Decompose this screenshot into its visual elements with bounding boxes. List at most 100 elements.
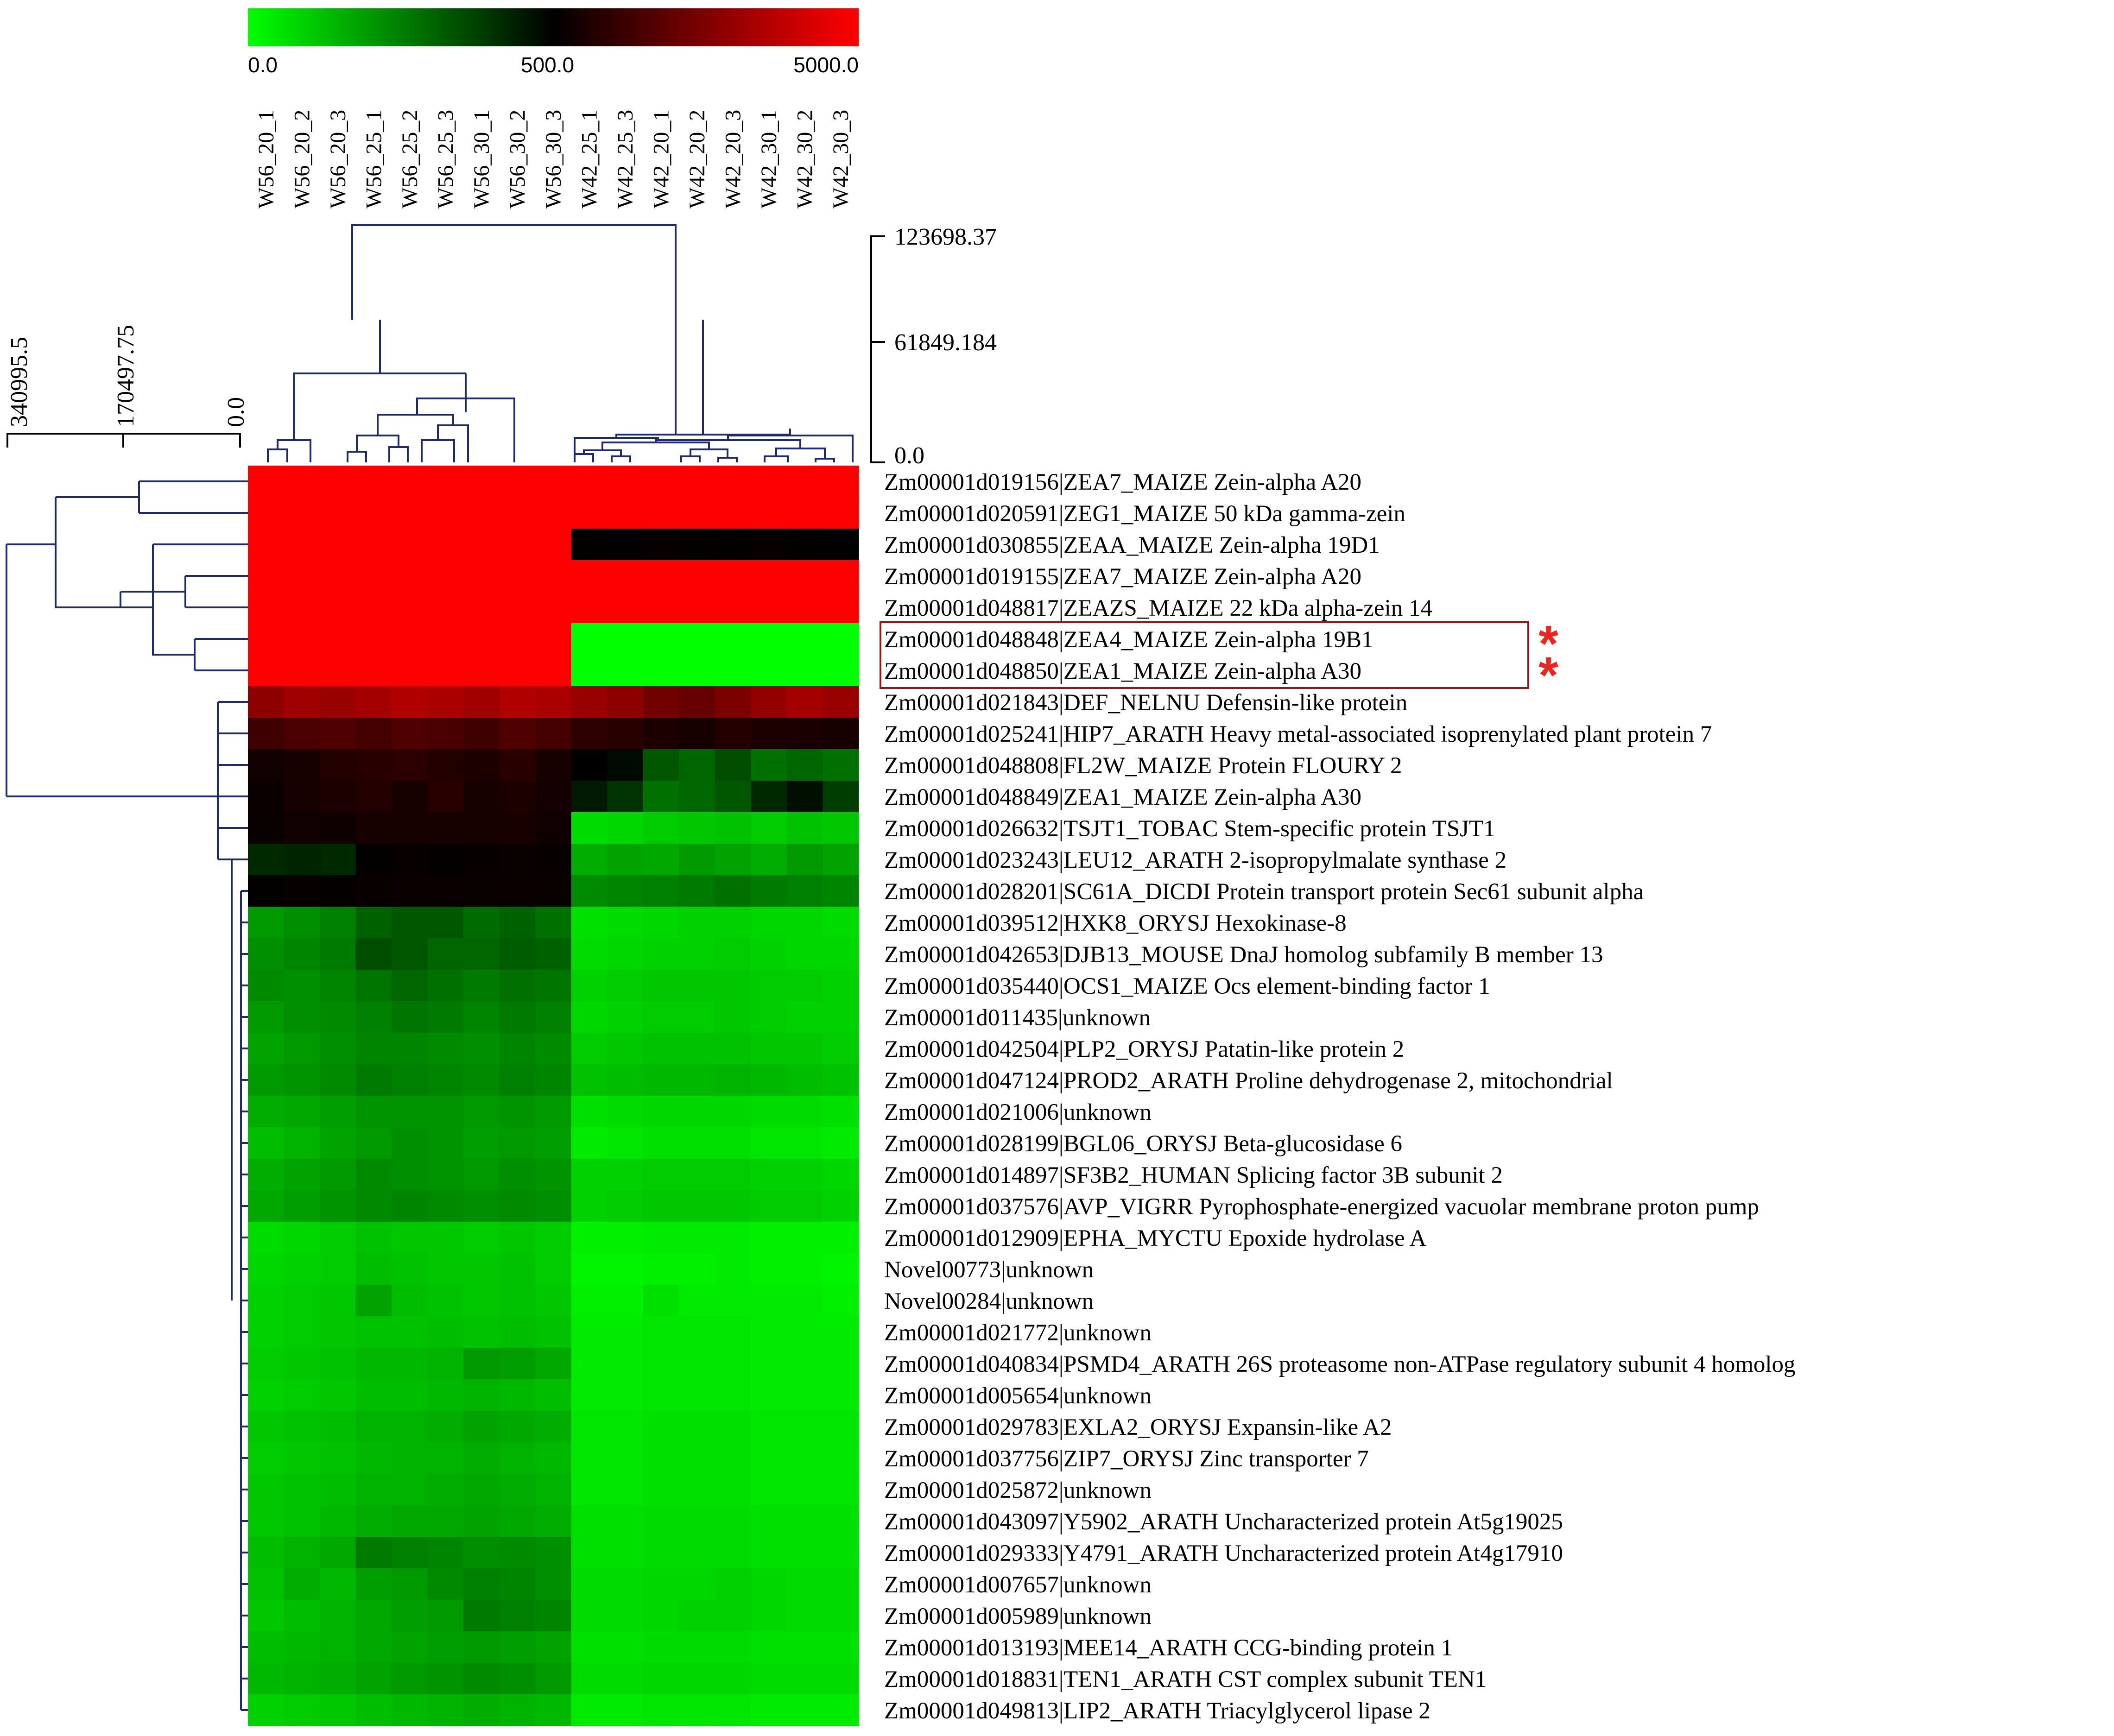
row-label: Zm00001d042653|DJB13_MOUSE DnaJ homolog … [884,942,1603,968]
heatmap-cell [571,875,608,907]
heatmap-cell [284,875,320,907]
heatmap-cell [355,655,392,687]
heatmap-cell [607,1033,644,1065]
heatmap-cell [499,1222,536,1254]
heatmap-cell [535,907,572,939]
heatmap-cell [751,655,787,687]
heatmap-cell [535,1442,572,1474]
heatmap-cell [248,907,285,939]
heatmap-cell [355,1222,392,1254]
heatmap-cell [715,686,752,718]
row-label: Zm00001d028201|SC61A_DICDI Protein trans… [884,879,1644,905]
heatmap-cell [535,1537,572,1569]
heatmap-cell [751,1442,787,1474]
heatmap-cell [284,1568,320,1600]
heatmap-cell [607,1285,644,1317]
heatmap-cell [499,655,536,687]
heatmap-cell [320,1379,356,1411]
heatmap-cell [607,592,644,624]
heatmap-cell [463,592,500,624]
heatmap-cell [786,1222,823,1254]
row-label: Zm00001d021772|unknown [884,1320,1152,1346]
heatmap-cell [499,781,536,813]
heatmap-cell [571,1285,608,1317]
heatmap-cell [355,844,392,876]
heatmap-cell [463,686,500,718]
heatmap-cell [320,1064,356,1096]
heatmap-cell [643,812,679,844]
heatmap-cell [427,1663,464,1695]
heatmap-cell [786,1505,823,1537]
heatmap-cell [679,1568,715,1600]
heatmap-cell [248,1631,285,1663]
heatmap-cell [392,466,428,498]
heatmap-cell [427,907,464,939]
heatmap-cell [607,623,644,655]
heatmap-cell [535,592,572,624]
heatmap-cell [751,1033,787,1065]
heatmap-cell [463,1474,500,1506]
heatmap-cell [751,781,787,813]
heatmap-cell [392,1285,428,1317]
heatmap-cell [571,497,608,529]
heatmap-cell [427,560,464,592]
heatmap-cell [751,1316,787,1348]
heatmap-cell [607,1096,644,1128]
heatmap-cell [427,844,464,876]
heatmap-cell [571,970,608,1002]
heatmap-cell [284,1253,320,1285]
heatmap-cell [535,938,572,970]
heatmap-cell [463,655,500,687]
heatmap-cell [392,560,428,592]
heatmap-cell [248,655,285,687]
heatmap-cell [535,844,572,876]
heatmap-cell [535,623,572,655]
heatmap-cell [607,1568,644,1600]
heatmap-cell [499,812,536,844]
heatmap-cell [248,1064,285,1096]
heatmap-cell [355,560,392,592]
heatmap-cell [786,938,823,970]
heatmap-cell [284,1694,320,1726]
heatmap-cell [786,970,823,1002]
heatmap-cell [355,1285,392,1317]
heatmap-cell [715,1505,752,1537]
row-label: Zm00001d026632|TSJT1_TOBAC Stem-specific… [884,816,1495,842]
row-label: Zm00001d019156|ZEA7_MAIZE Zein-alpha A20 [884,469,1361,495]
heatmap-cell [751,1001,787,1033]
heatmap-cell [392,970,428,1002]
heatmap-cell [463,529,500,561]
heatmap-cell [679,718,715,750]
heatmap-cell [643,1127,679,1159]
heatmap-cell [392,1348,428,1380]
heatmap-cell [643,497,679,529]
column-label: W42_20_3 [721,110,746,208]
heatmap-cell [715,718,752,750]
row-dendrogram-branch [184,575,248,608]
column-label: W56_25_1 [361,110,386,208]
row-label: Zm00001d048848|ZEA4_MAIZE Zein-alpha 19B… [884,627,1373,653]
heatmap-cell [463,466,500,498]
row-label: Zm00001d019155|ZEA7_MAIZE Zein-alpha A20 [884,564,1361,590]
heatmap-cell [607,718,644,750]
heatmap-cell [535,1285,572,1317]
heatmap-cell [392,1064,428,1096]
heatmap-cell [392,1379,428,1411]
heatmap-cell [463,1316,500,1348]
heatmap-cell [571,812,608,844]
column-label: W42_25_3 [613,110,638,208]
heatmap-cell [679,655,715,687]
heatmap-cell [823,497,859,529]
heatmap-cell [320,686,356,718]
heatmap-cell [535,1663,572,1695]
heatmap-cell [571,1694,608,1726]
heatmap-cell [715,1348,752,1380]
row-labels: Zm00001d019156|ZEA7_MAIZE Zein-alpha A20… [884,469,1796,1724]
heatmap-cell [715,1631,752,1663]
heatmap-cell [284,907,320,939]
heatmap-cell [392,1316,428,1348]
heatmap-cell [751,907,787,939]
heatmap-cell [679,1663,715,1695]
heatmap-cell [679,1127,715,1159]
heatmap-cell [571,1600,608,1632]
